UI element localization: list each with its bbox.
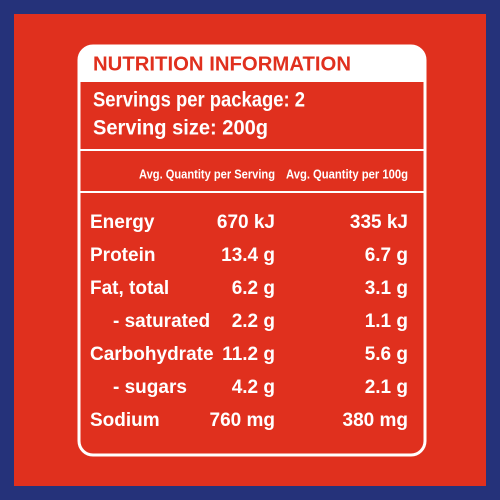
per-serving: 670 kJ — [217, 212, 275, 233]
per-100g: 380 mg — [343, 410, 408, 431]
title: NUTRITION INFORMATION — [93, 53, 351, 75]
table-body: Energy 670 kJ 335 kJ Protein 13.4 g 6.7 g Fat,… — [90, 212, 408, 431]
nutrient-name: - saturated — [113, 311, 210, 332]
nutrient-name: Fat, total — [90, 278, 169, 299]
title-bar — [79, 46, 425, 82]
nutrient-name: Carbohydrate — [90, 344, 214, 365]
per-serving: 2.2 g — [232, 311, 275, 332]
per-100g: 6.7 g — [365, 245, 408, 266]
header-serving: Avg. Quantity per Serving — [139, 166, 275, 181]
per-serving: 13.4 g — [221, 245, 275, 266]
per-100g: 5.6 g — [365, 344, 408, 365]
nutrient-name: Sodium — [90, 410, 160, 431]
per-serving: 4.2 g — [232, 377, 275, 398]
per-serving: 6.2 g — [232, 278, 275, 299]
per-serving: 11.2 g — [222, 344, 275, 365]
nutrient-name: - sugars — [113, 377, 187, 398]
per-serving: 760 mg — [210, 410, 275, 431]
serving-size: Serving size: 200g — [93, 117, 268, 140]
servings-per-package: Servings per package: 2 — [93, 89, 305, 112]
per-100g: 335 kJ — [350, 212, 408, 233]
background — [14, 14, 486, 486]
header-100g: Avg. Quantity per 100g — [286, 166, 408, 181]
per-100g: 3.1 g — [365, 278, 408, 299]
per-100g: 2.1 g — [365, 377, 408, 398]
per-100g: 1.1 g — [365, 311, 408, 332]
nutrient-name: Energy — [90, 212, 155, 233]
nutrient-name: Protein — [90, 245, 155, 266]
